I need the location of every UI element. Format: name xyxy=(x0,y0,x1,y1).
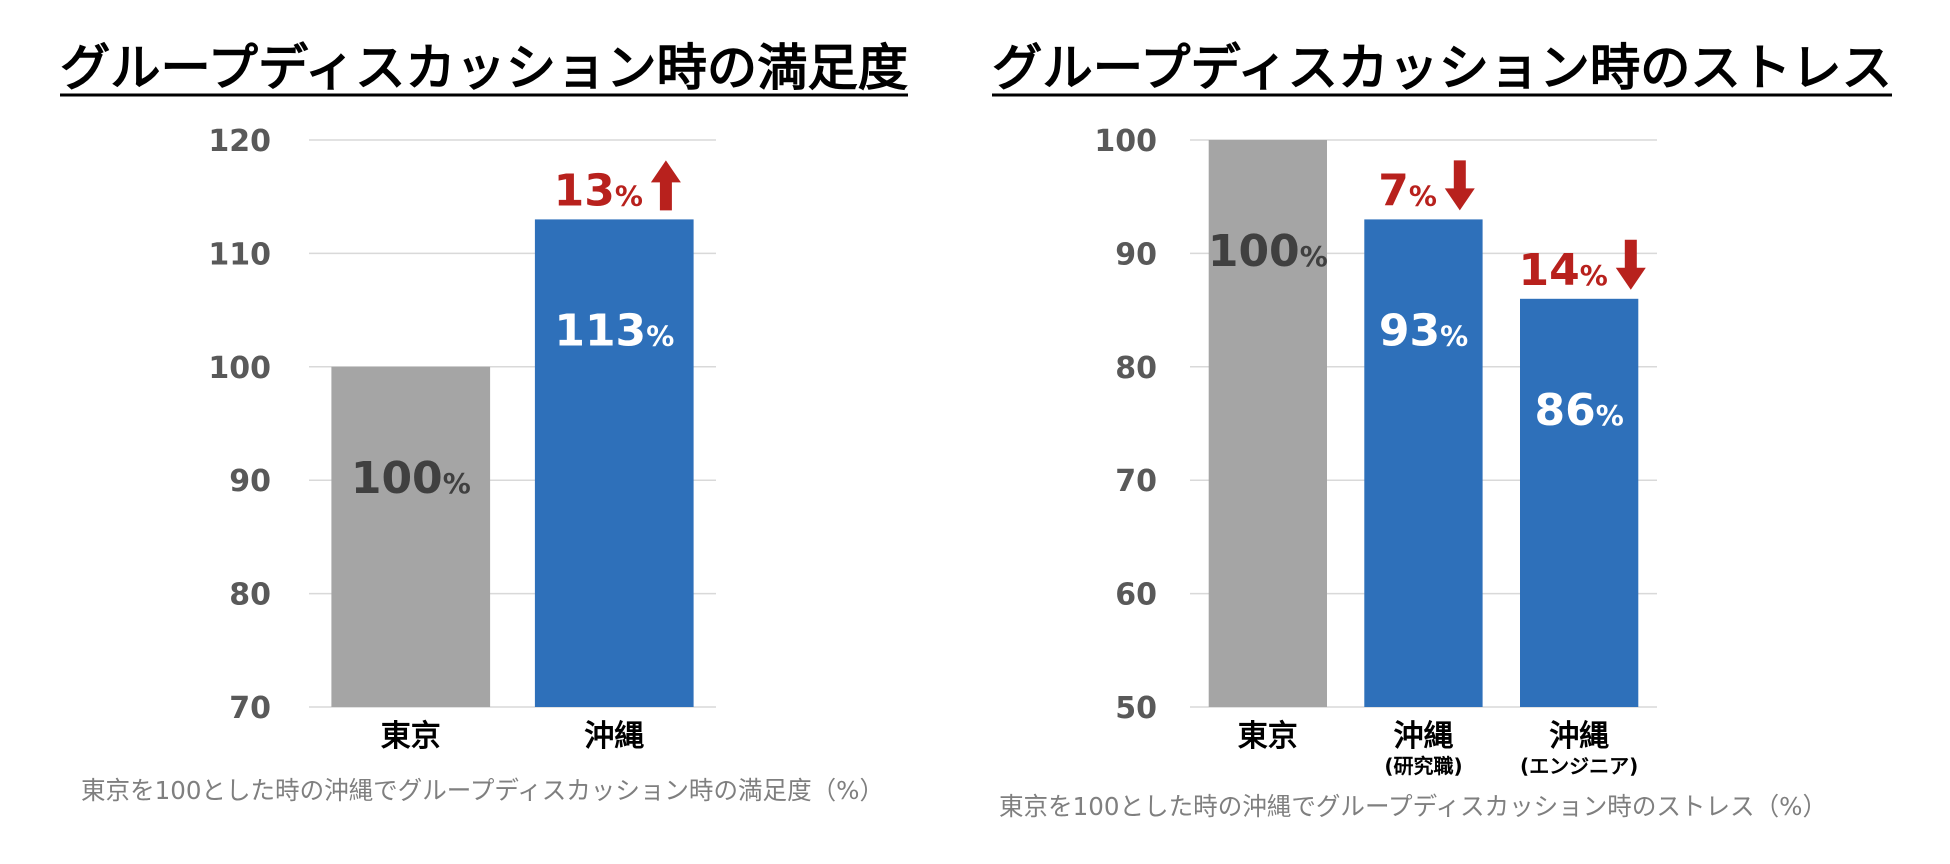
bar-value-number: 100 xyxy=(351,453,443,504)
change-label: 14% xyxy=(1519,245,1608,296)
chart-caption: 東京を100とした時の沖縄でグループディスカッション時の満足度（%） xyxy=(81,776,884,805)
y-tick-label: 90 xyxy=(1115,237,1157,272)
change-unit: % xyxy=(1409,179,1437,212)
bar-value-unit: % xyxy=(646,319,674,352)
arrow-down-icon xyxy=(1615,239,1646,290)
y-tick-label: 90 xyxy=(229,464,271,499)
change-annotation: 13% xyxy=(554,160,681,216)
bar-value-label: 93% xyxy=(1379,305,1468,356)
x-category-sublabel: (エンジニア) xyxy=(1520,754,1638,778)
chart-satisfaction: グループディスカッション時の満足度 708090100110120100%東京1… xyxy=(60,39,908,805)
y-tick-label: 100 xyxy=(1094,124,1157,159)
bar-value-label: 100% xyxy=(1208,226,1328,277)
change-value: 14 xyxy=(1519,245,1580,296)
bar-value-number: 86 xyxy=(1535,385,1596,436)
bar-group: 93% 沖縄(研究職) 7% xyxy=(1364,160,1483,778)
bar-value-unit: % xyxy=(1300,240,1328,273)
arrow-down-icon xyxy=(1444,160,1475,211)
bar-value-label: 100% xyxy=(351,453,471,504)
chart-title: グループディスカッション時のストレス xyxy=(992,39,1892,97)
bar-group: 100% 東京 xyxy=(331,366,491,754)
x-category-label: 東京 xyxy=(381,719,441,754)
x-category-label: 沖縄 xyxy=(584,719,644,754)
y-tick-label: 70 xyxy=(229,691,271,726)
y-axis: 70 80 90 100 110 120 xyxy=(208,124,271,726)
plot-area: 5060708090100100%東京93%沖縄(研究職)7%86%沖縄(エンジ… xyxy=(1094,124,1657,778)
bar xyxy=(534,219,694,707)
bar-value-number: 93 xyxy=(1379,305,1440,356)
change-value: 13 xyxy=(554,165,615,216)
y-tick-label: 70 xyxy=(1115,464,1157,499)
bar-value-label: 86% xyxy=(1535,385,1624,436)
chart-title: グループディスカッション時の満足度 xyxy=(60,39,908,97)
y-tick-label: 120 xyxy=(208,124,271,159)
chart-stress: グループディスカッション時のストレス 5060708090100100%東京93… xyxy=(992,39,1892,821)
x-category-label: 東京 xyxy=(1238,719,1298,754)
y-axis: 50 60 70 80 90 100 xyxy=(1094,124,1157,726)
change-label: 7% xyxy=(1378,165,1437,216)
y-tick-label: 60 xyxy=(1115,578,1157,613)
x-category-sublabel: (研究職) xyxy=(1384,754,1462,778)
change-annotation: 7% xyxy=(1378,160,1475,216)
change-annotation: 14% xyxy=(1519,239,1646,296)
y-tick-label: 100 xyxy=(208,351,271,386)
bar-group: 100% 東京 xyxy=(1208,140,1328,754)
x-category-label: 沖縄 xyxy=(1549,719,1609,754)
bar-value-unit: % xyxy=(1440,319,1468,352)
bar-group: 86% 沖縄(エンジニア) 14% xyxy=(1519,239,1646,778)
bar xyxy=(1364,219,1483,707)
y-tick-label: 50 xyxy=(1115,691,1157,726)
y-tick-label: 110 xyxy=(208,237,271,272)
bar xyxy=(331,366,491,707)
chart-caption: 東京を100とした時の沖縄でグループディスカッション時のストレス（%） xyxy=(999,792,1827,821)
change-label: 13% xyxy=(554,165,643,216)
bar-value-number: 113 xyxy=(554,305,646,356)
y-tick-label: 80 xyxy=(1115,351,1157,386)
bar-value-label: 113% xyxy=(554,305,674,356)
x-category-label: 沖縄 xyxy=(1394,719,1454,754)
change-unit: % xyxy=(1580,259,1608,292)
bar-value-unit: % xyxy=(1596,399,1624,432)
change-value: 7 xyxy=(1378,165,1409,216)
y-tick-label: 80 xyxy=(229,578,271,613)
bar-group: 113% 沖縄 13% xyxy=(534,160,694,754)
arrow-up-icon xyxy=(650,160,681,211)
change-unit: % xyxy=(615,179,643,212)
bar xyxy=(1208,140,1327,707)
bar-value-number: 100 xyxy=(1208,226,1300,277)
bar xyxy=(1520,298,1639,707)
plot-area: 70 80 90 100 110 120 100% 東京 113% 沖縄 13% xyxy=(208,124,716,754)
bar-value-unit: % xyxy=(443,467,471,500)
